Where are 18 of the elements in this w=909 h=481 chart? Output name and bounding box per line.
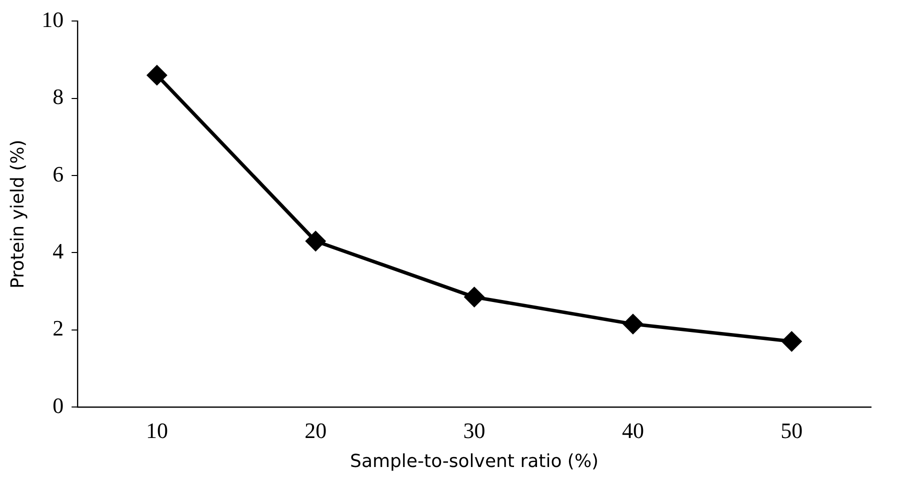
y-tick-label: 6 <box>52 161 64 186</box>
point <box>147 65 167 85</box>
x-tick-label: 10 <box>146 418 168 443</box>
point <box>306 231 326 251</box>
y-tick-label: 2 <box>52 316 64 341</box>
x-tick-label: 30 <box>463 418 486 443</box>
x-tick-label: 20 <box>304 418 327 443</box>
y-axis-title: Protein yield (%) <box>7 140 28 289</box>
x-tick-label: 40 <box>622 418 644 443</box>
point <box>464 287 484 307</box>
y-tick-label: 4 <box>52 238 64 264</box>
x-tick-label: 50 <box>780 418 803 443</box>
x-axis-title: Sample-to-solvent ratio (%) <box>350 450 599 472</box>
y-tick-label: 0 <box>52 392 64 418</box>
y-tick-label: 8 <box>52 84 64 110</box>
point <box>782 332 802 352</box>
y-tick-label: 10 <box>42 6 64 32</box>
point <box>623 314 643 334</box>
